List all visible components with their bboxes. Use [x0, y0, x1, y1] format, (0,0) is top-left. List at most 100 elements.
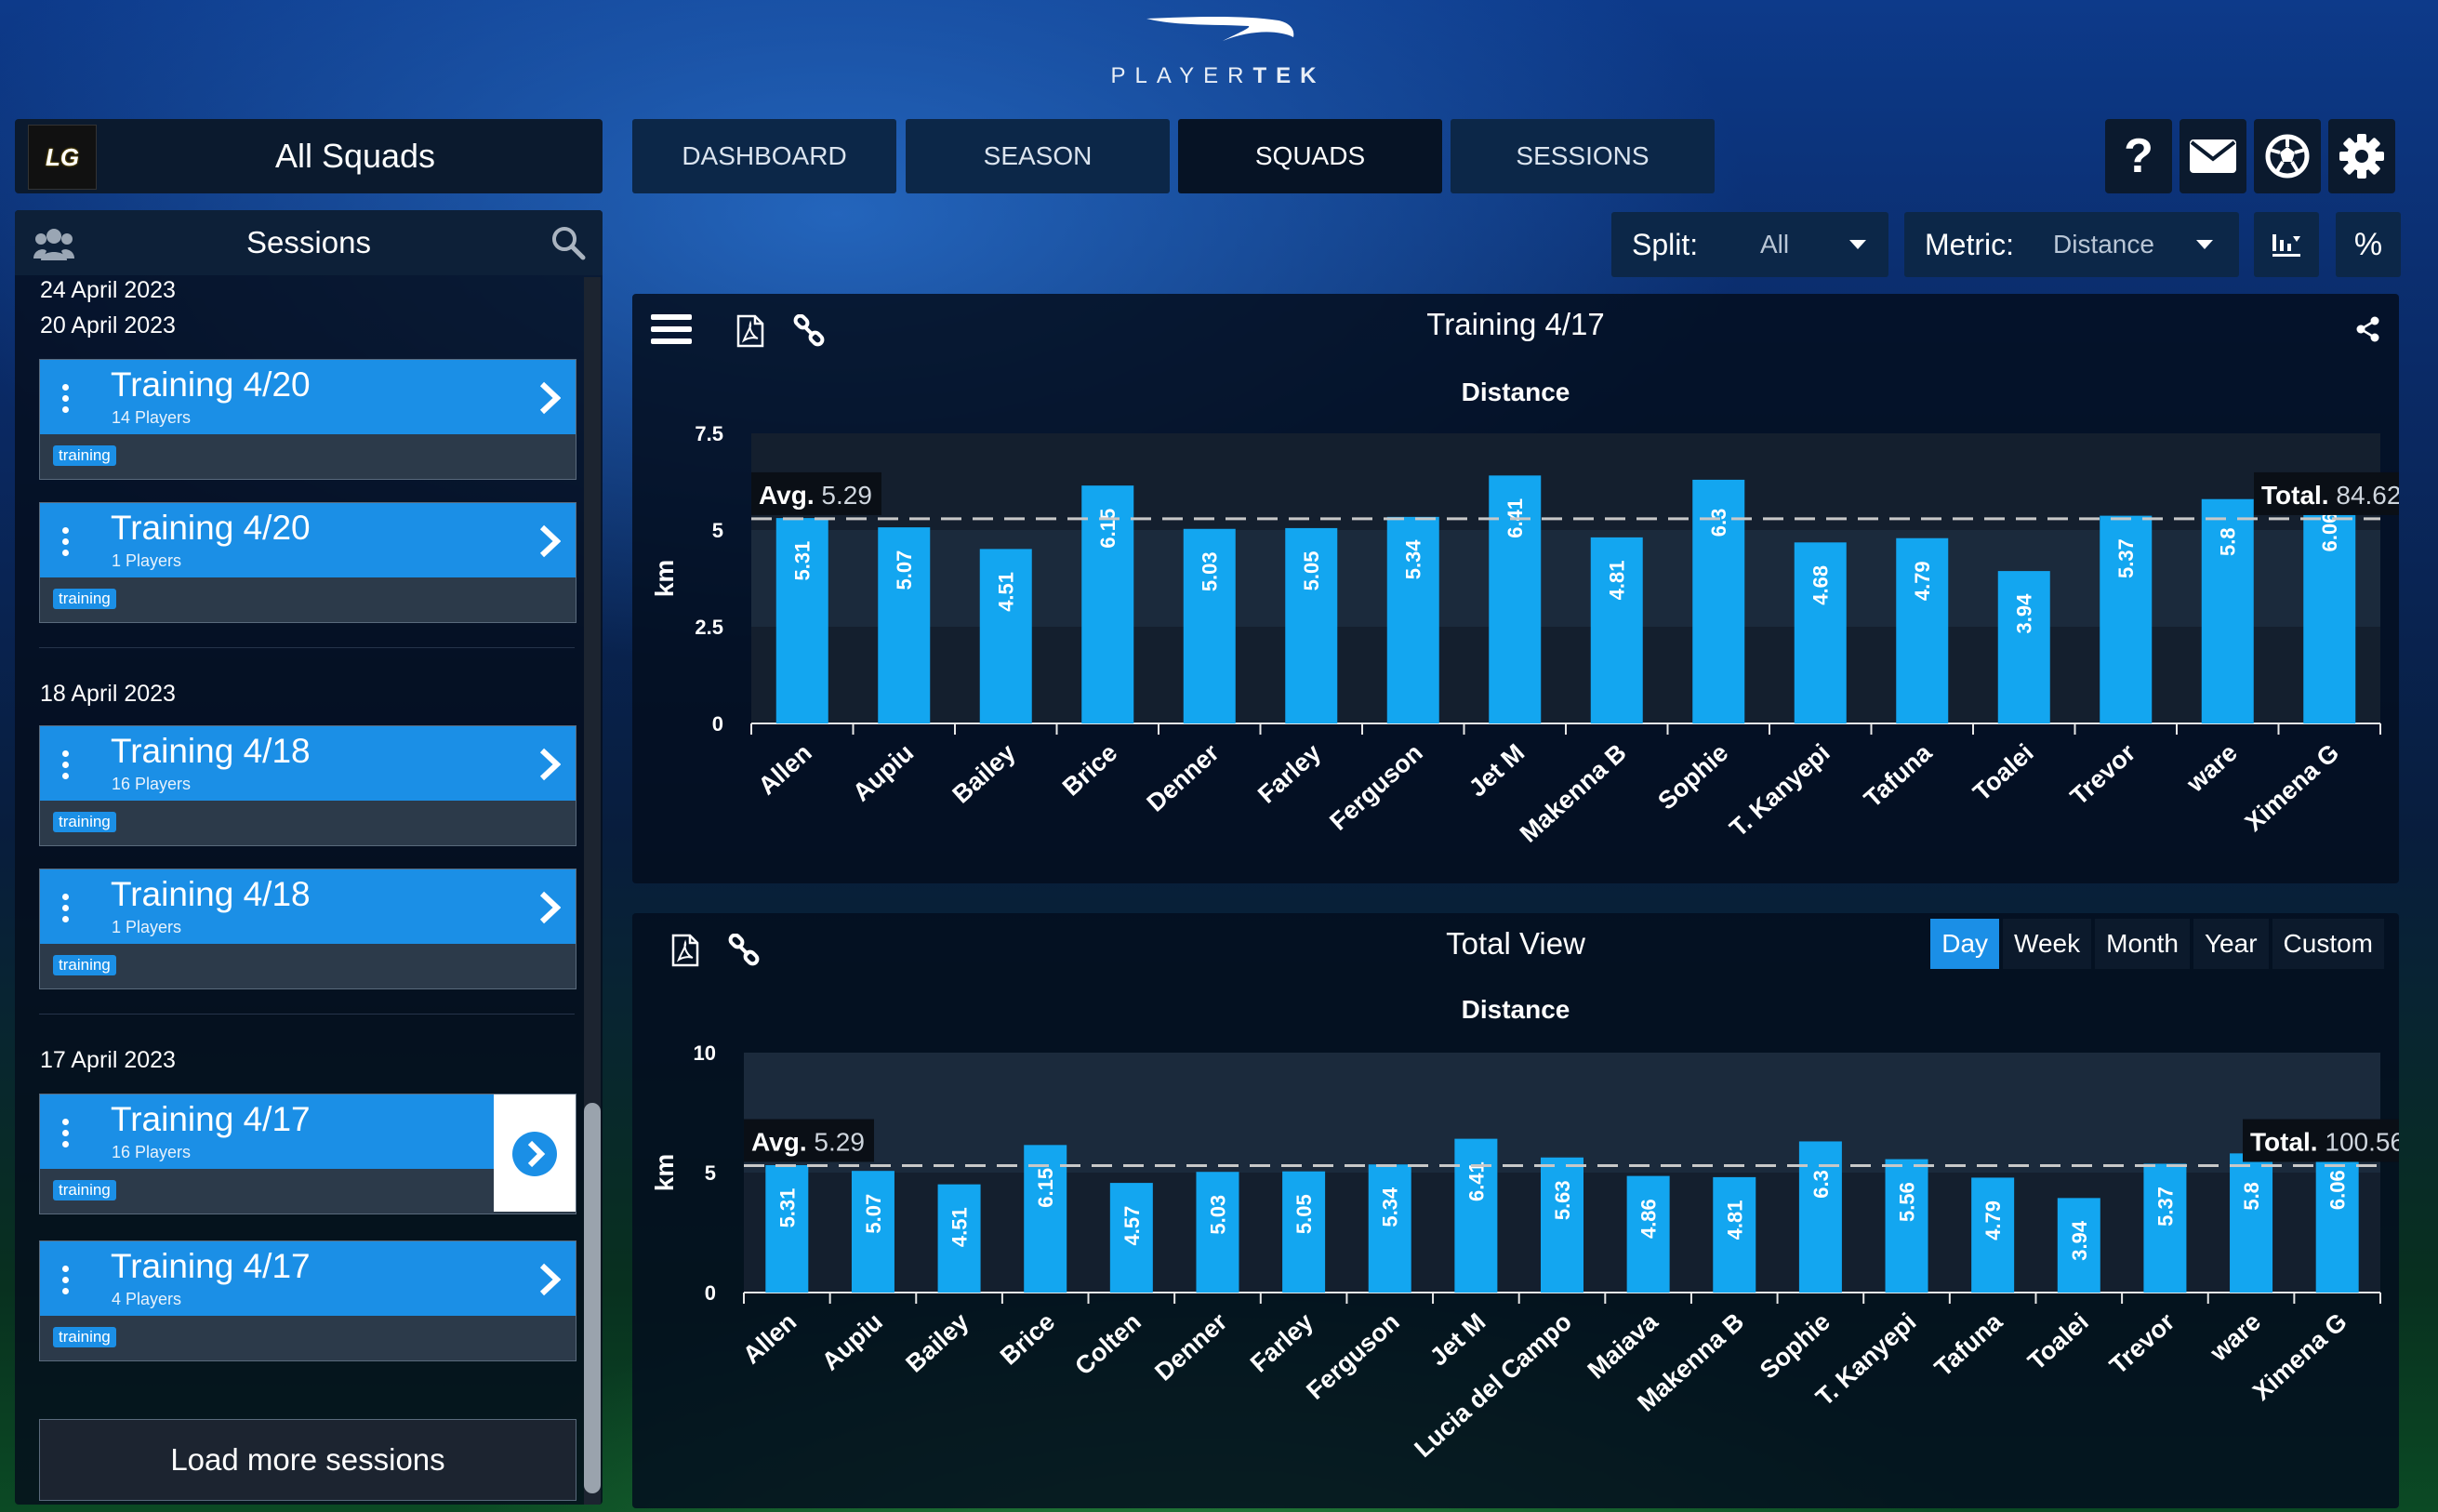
- bar[interactable]: [765, 1165, 809, 1293]
- panel-title: Training 4/17: [1426, 307, 1605, 341]
- bar-value-label: 5.37: [2153, 1187, 2177, 1227]
- bar[interactable]: [937, 1184, 981, 1293]
- search-icon[interactable]: [550, 225, 586, 260]
- session-card[interactable]: Training 4/20 1 Players training: [39, 502, 576, 623]
- link-icon[interactable]: [792, 314, 826, 348]
- percent-button[interactable]: %: [2336, 212, 2401, 277]
- bar[interactable]: [1282, 1171, 1326, 1293]
- session-card[interactable]: Training 4/18 1 Players training: [39, 869, 576, 989]
- tab-dashboard[interactable]: DASHBOARD: [632, 119, 896, 193]
- bar[interactable]: [1997, 571, 2050, 723]
- bar[interactable]: [1081, 485, 1134, 723]
- bar[interactable]: [1386, 516, 1439, 723]
- hamburger-menu-icon[interactable]: [651, 312, 692, 346]
- x-tick-label: Allen: [737, 1307, 802, 1369]
- kebab-menu-icon[interactable]: [62, 527, 70, 561]
- bar[interactable]: [1024, 1145, 1067, 1293]
- kebab-menu-icon[interactable]: [62, 894, 70, 927]
- x-tick-label: Lucia del Campo: [1409, 1307, 1577, 1463]
- y-tick-label: 0: [705, 1281, 716, 1305]
- help-button[interactable]: ?: [2105, 119, 2172, 193]
- bar[interactable]: [2230, 1153, 2273, 1293]
- kebab-menu-icon[interactable]: [62, 750, 70, 784]
- bar[interactable]: [1794, 542, 1847, 723]
- chevron-circle-right-icon[interactable]: [510, 1130, 559, 1178]
- split-value: All: [1760, 230, 1790, 259]
- tab-sessions[interactable]: SESSIONS: [1451, 119, 1715, 193]
- time-custom-button[interactable]: Custom: [2272, 919, 2384, 969]
- session-card[interactable]: Training 4/20 14 Players training: [39, 359, 576, 480]
- bar[interactable]: [1285, 527, 1338, 723]
- tab-season[interactable]: SEASON: [906, 119, 1170, 193]
- x-tick-label: T. Kanyepi: [1724, 738, 1835, 842]
- tab-squads[interactable]: SQUADS: [1178, 119, 1442, 193]
- bar[interactable]: [1489, 475, 1542, 723]
- bar[interactable]: [878, 527, 931, 723]
- load-more-button[interactable]: Load more sessions: [39, 1419, 576, 1501]
- time-year-button[interactable]: Year: [2193, 919, 2269, 969]
- bar[interactable]: [1971, 1177, 2015, 1293]
- session-card[interactable]: Training 4/17 4 Players training: [39, 1240, 576, 1361]
- share-icon[interactable]: [2356, 316, 2380, 342]
- squad-selector[interactable]: LG All Squads: [15, 119, 603, 193]
- ball-button[interactable]: [2254, 119, 2321, 193]
- chevron-right-icon[interactable]: [538, 747, 561, 782]
- bar[interactable]: [2143, 1163, 2187, 1293]
- bar[interactable]: [1109, 1183, 1153, 1293]
- bar[interactable]: [2315, 1147, 2359, 1293]
- bar[interactable]: [2057, 1198, 2100, 1293]
- time-week-button[interactable]: Week: [2003, 919, 2092, 969]
- session-card[interactable]: Training 4/18 16 Players training: [39, 725, 576, 846]
- bar[interactable]: [851, 1171, 894, 1293]
- settings-button[interactable]: [2328, 119, 2395, 193]
- time-day-button[interactable]: Day: [1930, 919, 2000, 969]
- bar-value-label: 5.05: [1300, 551, 1323, 591]
- chevron-right-icon[interactable]: [538, 380, 561, 416]
- sort-button[interactable]: [2254, 212, 2319, 277]
- bar[interactable]: [1183, 528, 1236, 723]
- link-icon[interactable]: [727, 934, 761, 967]
- bar[interactable]: [2201, 498, 2254, 723]
- pdf-icon[interactable]: [736, 314, 764, 348]
- messages-button[interactable]: [2180, 119, 2246, 193]
- bar[interactable]: [1626, 1175, 1670, 1293]
- kebab-menu-icon[interactable]: [62, 384, 70, 418]
- sessions-title: Sessions: [246, 225, 371, 259]
- bar[interactable]: [1590, 537, 1643, 723]
- total-box: [2254, 471, 2399, 515]
- users-icon: [33, 229, 74, 260]
- scrollbar-thumb[interactable]: [584, 1103, 601, 1493]
- kebab-menu-icon[interactable]: [62, 1119, 70, 1152]
- bar[interactable]: [1798, 1141, 1842, 1293]
- bar-value-label: 4.57: [1120, 1206, 1144, 1246]
- x-tick-label: Toalei: [1968, 738, 2039, 806]
- bar[interactable]: [979, 549, 1032, 723]
- pdf-icon[interactable]: [671, 934, 699, 967]
- bar[interactable]: [1692, 479, 1745, 723]
- chevron-right-icon[interactable]: [538, 524, 561, 559]
- x-tick-label: Ferguson: [1301, 1307, 1404, 1405]
- bar[interactable]: [2100, 515, 2153, 723]
- chart-band: [751, 433, 2380, 530]
- kebab-menu-icon[interactable]: [62, 1266, 70, 1299]
- x-tick-label: Tafuna: [1859, 738, 1938, 814]
- chevron-right-icon[interactable]: [538, 1262, 561, 1297]
- session-card-selected[interactable]: Training 4/17 16 Players training: [39, 1094, 576, 1214]
- split-dropdown[interactable]: Split: All: [1611, 212, 1888, 277]
- bar[interactable]: [1885, 1159, 1928, 1293]
- bar-value-label: 6.3: [1809, 1170, 1833, 1199]
- bar[interactable]: [1541, 1157, 1583, 1293]
- chevron-right-icon[interactable]: [538, 890, 561, 925]
- bar[interactable]: [1196, 1172, 1239, 1293]
- y-tick-label: 0: [712, 712, 723, 736]
- bar[interactable]: [775, 518, 828, 723]
- sessions-sidebar: Sessions 24 April 2023 20 April 2023 Tra…: [15, 210, 603, 1505]
- metric-dropdown[interactable]: Metric: Distance: [1904, 212, 2239, 277]
- time-month-button[interactable]: Month: [2095, 919, 2190, 969]
- bar[interactable]: [1896, 537, 1949, 723]
- bar[interactable]: [1713, 1176, 1756, 1293]
- y-tick-label: 7.5: [695, 422, 723, 445]
- session-tag: training: [53, 812, 116, 832]
- bar[interactable]: [2303, 488, 2356, 723]
- bar[interactable]: [1368, 1164, 1411, 1293]
